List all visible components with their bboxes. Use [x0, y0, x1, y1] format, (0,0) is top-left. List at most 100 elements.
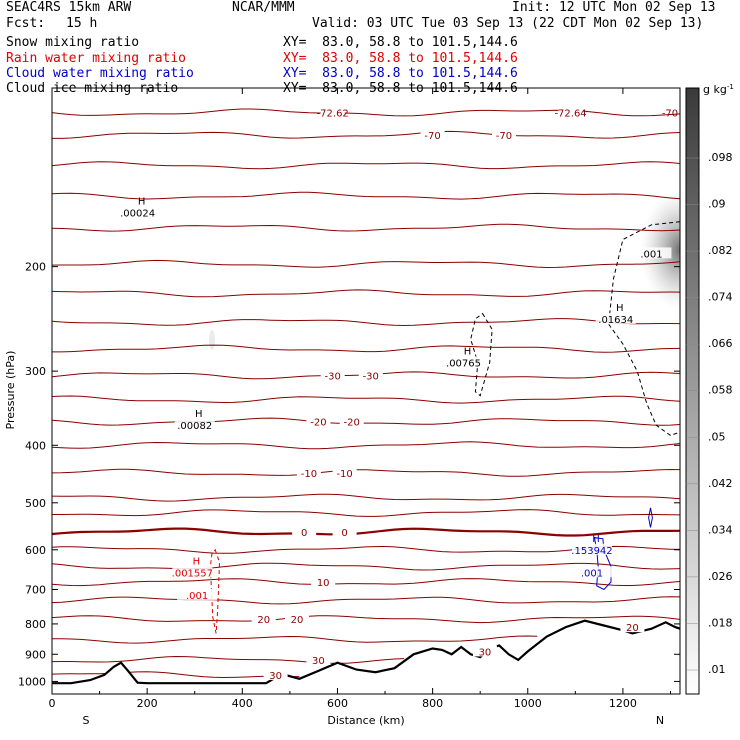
y-tick-label-400: 400	[25, 439, 46, 452]
colorbar-tick-label: .01	[708, 663, 726, 676]
header-title: SEAC4RS 15km ARW	[6, 0, 132, 15]
colorbar	[685, 87, 700, 695]
maximum-marker: H	[616, 303, 624, 314]
isotherm-label: 30	[269, 671, 282, 682]
field-name-snow: Snow mixing ratio	[6, 35, 140, 50]
maximum-label: .00082	[177, 421, 212, 432]
field-name-cloud-water: Cloud water mixing ratio	[6, 66, 194, 81]
isotherm-445	[52, 468, 680, 477]
isotherm-label: -30	[325, 371, 341, 382]
plot-frame	[51, 87, 681, 695]
isotherm-172	[52, 223, 680, 232]
isotherm-label-bg	[620, 621, 645, 633]
x-tick-label-1200: 1200	[609, 697, 637, 710]
isotherm-490	[52, 493, 680, 502]
colorbar-tick-label: .018	[708, 616, 733, 629]
colorbar-tick-label: .042	[708, 477, 733, 490]
terrain-fill	[52, 620, 680, 694]
maximum-marker: H	[138, 196, 146, 207]
isotherm-label: 30	[479, 647, 492, 658]
maximum-label: .00765	[446, 358, 481, 369]
isotherm-label: 10	[317, 578, 330, 589]
isotherm-label-bg	[320, 106, 345, 118]
maximum-label-bg	[117, 206, 158, 218]
isotherm-label-bg	[420, 128, 445, 140]
isotherm-label: -72.64	[554, 109, 586, 120]
colorbar-tick-label: .066	[708, 337, 733, 350]
isotherm-785	[52, 615, 680, 624]
isotherm-label: 20	[291, 615, 304, 626]
isotherm-label: 30	[312, 656, 325, 667]
cloud-water-contour-small	[648, 507, 653, 528]
maximum-label-bg	[595, 312, 636, 324]
isotherm-975	[52, 671, 300, 679]
maximum-label: .001	[186, 591, 208, 602]
colorbar-tick-label: .09	[708, 198, 726, 211]
isotherm-label-bg	[358, 369, 383, 381]
y-tick-label-600: 600	[25, 544, 46, 557]
isotherm-label-bg	[491, 128, 516, 140]
field-name-rain: Rain water mixing ratio	[6, 51, 187, 66]
y-tick-label-700: 700	[25, 584, 46, 597]
colorbar-unit: g kg-1	[703, 83, 734, 96]
maximum-label: .001	[581, 568, 603, 579]
isotherm-335	[52, 395, 680, 404]
isotherm-label-bg	[332, 525, 357, 537]
x-tick-label-200: 200	[137, 697, 158, 710]
isotherm-label-bg	[263, 668, 288, 680]
terrain-line	[52, 619, 680, 685]
y-tick-label-800: 800	[25, 618, 46, 631]
maximum-marker: H	[195, 409, 203, 420]
header-fcst-label: Fcst:	[6, 16, 46, 31]
isotherm-label-bg	[332, 466, 357, 478]
x-tick-label-1000: 1000	[514, 697, 542, 710]
header-valid: Valid: 03 UTC Tue 03 Sep 13 (22 CDT Mon …	[312, 16, 704, 31]
isotherm-850	[52, 635, 538, 644]
isotherm-label-bg	[558, 106, 583, 118]
isotherm-label-bg	[306, 653, 331, 665]
isotherm-label-bg	[296, 466, 321, 478]
maximum-label-bg	[443, 356, 484, 368]
isotherm-label: 0	[341, 528, 347, 539]
isotherm-label-bg	[292, 525, 317, 537]
maximum-label: .01634	[598, 315, 633, 326]
isotherm-label: 20	[626, 623, 639, 634]
isotherm-730	[52, 596, 680, 605]
isotherm-275	[52, 344, 680, 353]
isotherm-120	[52, 130, 680, 139]
isotherm-label: -20	[344, 418, 360, 429]
isotherm-label-bg	[306, 415, 331, 427]
header-fcst-value: 15 h	[66, 16, 98, 31]
isotherm-label-bg	[285, 613, 310, 625]
isotherm-label: -70	[496, 131, 512, 142]
isotherm-label-bg	[472, 645, 497, 657]
isotherm-label: 20	[257, 615, 270, 626]
isotherm-560	[52, 527, 680, 537]
x-tick-label-0: 0	[49, 697, 56, 710]
maximum-marker: H	[193, 556, 201, 567]
y-tick-label-1000: 1000	[18, 675, 46, 688]
isotherm-400	[52, 441, 680, 450]
isotherm-365	[52, 417, 680, 426]
isotherm-248	[52, 318, 680, 327]
maximum-label: .001	[640, 249, 662, 260]
maximum-label-bg	[172, 566, 213, 578]
isotherm-640	[52, 562, 680, 571]
isotherm-label-bg	[320, 369, 345, 381]
maximum-label-bg	[174, 419, 215, 431]
isotherm-label: -10	[336, 469, 352, 480]
cloud-ice-shading-faint	[209, 330, 215, 350]
isotherm-920	[52, 655, 405, 664]
colorbar-tick-label: .05	[708, 430, 726, 443]
isotherm-152	[52, 191, 680, 200]
isotherm-520	[52, 509, 680, 517]
x-tick-label-400: 400	[232, 697, 253, 710]
isotherm-label-bg	[311, 576, 336, 588]
y-tick-label-500: 500	[25, 497, 46, 510]
isotherm-label: -70	[424, 131, 440, 142]
isotherm-680	[52, 578, 680, 587]
snow-contour-001	[608, 221, 680, 436]
header-org: NCAR/MMM	[232, 0, 295, 15]
y-tick-label-200: 200	[25, 261, 46, 274]
